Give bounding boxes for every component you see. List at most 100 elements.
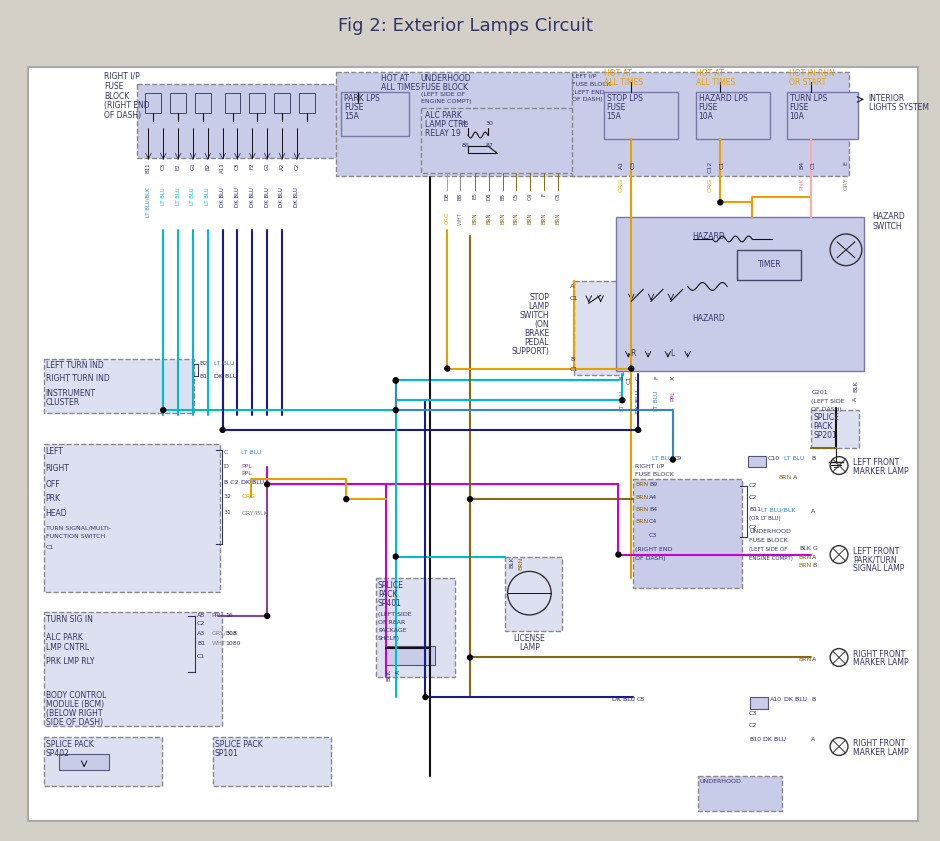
Text: OF DASH): OF DASH) xyxy=(572,98,603,103)
Text: B9: B9 xyxy=(650,483,657,487)
Text: DK BLU: DK BLU xyxy=(265,188,270,208)
Text: HOT AT: HOT AT xyxy=(381,74,409,82)
Text: ALL TIMES: ALL TIMES xyxy=(696,77,735,87)
Text: C3: C3 xyxy=(631,161,635,169)
Text: C2: C2 xyxy=(749,484,758,489)
Text: DK BLU: DK BLU xyxy=(612,697,635,702)
Text: PARK/TURN: PARK/TURN xyxy=(853,556,897,564)
Bar xyxy=(43,358,194,413)
Text: LT BLU: LT BLU xyxy=(619,390,625,410)
Text: A4: A4 xyxy=(650,495,657,500)
Text: G: G xyxy=(635,375,641,380)
Text: DK BLU: DK BLU xyxy=(220,188,225,208)
Text: BLK: BLK xyxy=(386,669,391,681)
Text: SUPPORT): SUPPORT) xyxy=(511,346,549,356)
Text: TURN SIGNAL/MULTI-: TURN SIGNAL/MULTI- xyxy=(45,526,111,531)
Text: LT BLU: LT BLU xyxy=(213,361,234,366)
Text: C4: C4 xyxy=(650,519,657,524)
Text: E5: E5 xyxy=(473,193,478,199)
Bar xyxy=(43,444,220,592)
Text: RIGHT FRONT: RIGHT FRONT xyxy=(853,738,905,748)
Text: RELAY 19: RELAY 19 xyxy=(426,130,462,138)
Text: LT BLU: LT BLU xyxy=(191,188,196,205)
Text: A: A xyxy=(811,737,816,742)
Text: BLK: BLK xyxy=(800,546,811,551)
Bar xyxy=(737,250,802,279)
Text: C5: C5 xyxy=(514,193,519,199)
Text: L: L xyxy=(671,349,675,357)
Text: BLK: BLK xyxy=(853,380,858,392)
Text: C1: C1 xyxy=(627,375,632,383)
Text: A3: A3 xyxy=(196,631,205,636)
Text: 31: 31 xyxy=(224,510,231,515)
Text: SPLICE PACK: SPLICE PACK xyxy=(214,739,262,748)
Text: PPL: PPL xyxy=(212,613,223,618)
Text: C3: C3 xyxy=(161,163,165,170)
Text: SP402: SP402 xyxy=(45,748,70,758)
Text: PNK: PNK xyxy=(799,177,804,190)
Text: 308: 308 xyxy=(226,631,237,636)
Bar xyxy=(386,646,435,665)
Text: FUSE: FUSE xyxy=(606,103,626,113)
Text: LEFT FRONT: LEFT FRONT xyxy=(853,547,900,556)
Bar xyxy=(505,557,562,631)
Text: (LEFT SIDE: (LEFT SIDE xyxy=(378,612,412,617)
Bar xyxy=(697,776,782,811)
Bar xyxy=(299,93,315,114)
Text: Fig 2: Exterior Lamps Circuit: Fig 2: Exterior Lamps Circuit xyxy=(337,17,592,35)
Text: SIDE OF DASH): SIDE OF DASH) xyxy=(45,718,102,727)
Circle shape xyxy=(670,458,675,462)
Text: 87: 87 xyxy=(486,143,494,148)
Text: R: R xyxy=(631,349,636,357)
Text: C1: C1 xyxy=(720,161,725,169)
Text: INTERIOR: INTERIOR xyxy=(869,94,905,103)
Text: E2: E2 xyxy=(176,163,180,170)
Circle shape xyxy=(393,378,399,383)
Text: 10A: 10A xyxy=(698,113,713,121)
Text: (RIGHT END: (RIGHT END xyxy=(635,547,673,552)
Text: BRN: BRN xyxy=(556,212,560,224)
Text: OF DASH): OF DASH) xyxy=(811,407,842,412)
Text: FUSE BLOCK: FUSE BLOCK xyxy=(572,82,611,87)
Text: LICENSE: LICENSE xyxy=(513,634,545,643)
Text: A: A xyxy=(811,509,816,514)
Bar xyxy=(59,754,109,770)
Text: LIGHTS SYSTEM: LIGHTS SYSTEM xyxy=(869,103,929,113)
Text: TURN LPS: TURN LPS xyxy=(790,94,827,103)
Text: C2: C2 xyxy=(294,163,299,170)
Text: (ON: (ON xyxy=(535,320,549,329)
Text: B1: B1 xyxy=(200,373,208,378)
Text: DK BLU: DK BLU xyxy=(250,188,255,208)
Text: B11: B11 xyxy=(146,163,151,173)
Circle shape xyxy=(467,655,473,660)
Text: RIGHT I/P: RIGHT I/P xyxy=(104,71,140,81)
Text: B2: B2 xyxy=(200,361,208,366)
Text: LT BLU: LT BLU xyxy=(654,390,660,410)
Text: (LEFT SIDE OF: (LEFT SIDE OF xyxy=(420,92,464,97)
Bar xyxy=(574,282,623,375)
Text: BRN: BRN xyxy=(635,519,649,524)
Text: ORG: ORG xyxy=(708,177,713,192)
Text: 15A: 15A xyxy=(344,113,359,121)
Text: BRN: BRN xyxy=(798,554,811,559)
Text: ORG: ORG xyxy=(619,177,624,192)
Text: PARK LPS: PARK LPS xyxy=(344,94,380,103)
Text: B: B xyxy=(619,375,625,380)
Bar xyxy=(146,93,162,114)
Text: C9: C9 xyxy=(674,456,682,461)
Text: LT BLU/BLK: LT BLU/BLK xyxy=(146,188,151,217)
Text: ALC PARK: ALC PARK xyxy=(45,632,83,642)
Text: ALC PARK: ALC PARK xyxy=(426,111,462,120)
Text: C2: C2 xyxy=(196,621,205,626)
Text: WHT: WHT xyxy=(458,212,462,225)
Text: RIGHT TURN IND: RIGHT TURN IND xyxy=(45,373,109,383)
Circle shape xyxy=(393,408,399,413)
Text: FUSE BLOCK: FUSE BLOCK xyxy=(635,473,674,478)
Text: ORG: ORG xyxy=(445,212,449,225)
Text: HOT IN RUN: HOT IN RUN xyxy=(789,69,834,77)
Circle shape xyxy=(467,497,473,501)
Text: LT BLU: LT BLU xyxy=(784,456,804,461)
Text: LEFT TURN IND: LEFT TURN IND xyxy=(45,361,103,370)
Text: HOT AT: HOT AT xyxy=(696,69,724,77)
Bar xyxy=(337,71,614,176)
